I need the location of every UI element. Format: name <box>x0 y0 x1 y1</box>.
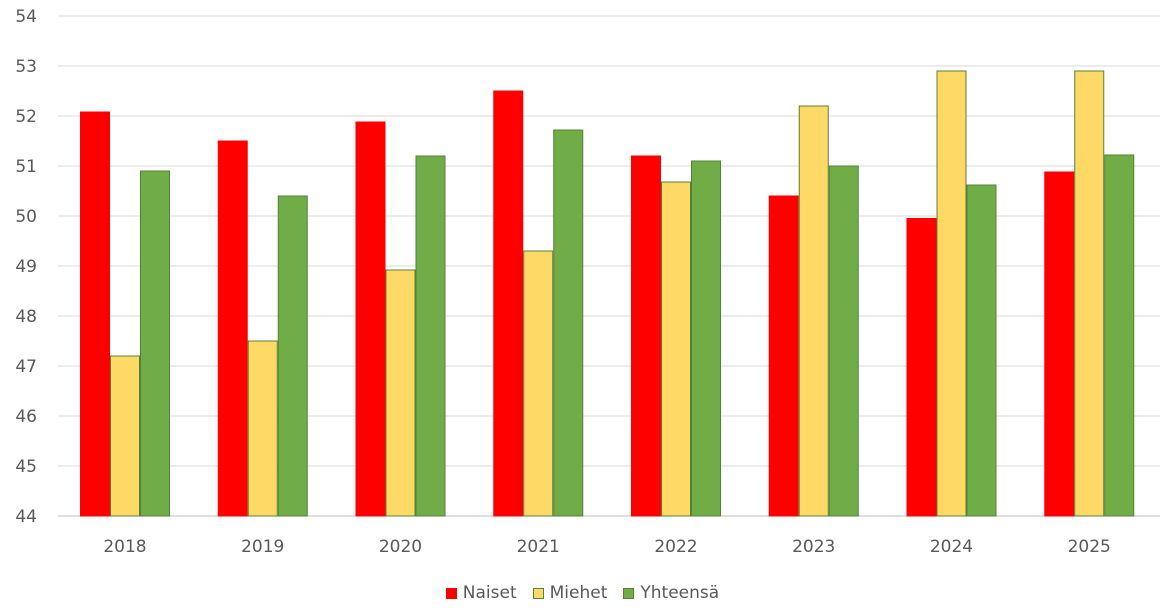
y-tick-label: 44 <box>15 507 37 527</box>
x-tick-label: 2018 <box>103 537 146 557</box>
y-tick-label: 49 <box>15 257 37 277</box>
bar-yhteensä-2024 <box>966 184 997 517</box>
bar-miehet-2020 <box>385 269 416 517</box>
bar-yhteensä-2023 <box>828 165 859 517</box>
legend-item-yhteensä: Yhteensä <box>623 583 719 603</box>
bar-miehet-2023 <box>798 105 829 517</box>
legend-swatch <box>623 587 635 599</box>
bar-miehet-2019 <box>247 340 278 517</box>
bar-chart-canvas: 44 45 46 47 48 49 50 51 52 53 54 2018 2019 2020 2021 20… <box>15 7 1160 557</box>
y-tick-label: 50 <box>15 207 37 227</box>
x-tick-label: 2021 <box>517 537 560 557</box>
y-tick-label: 53 <box>15 57 37 77</box>
chart-legend: Naiset Miehet Yhteensä <box>0 583 1165 603</box>
bar-naiset-2025 <box>1044 171 1075 517</box>
legend-swatch <box>532 587 544 599</box>
y-tick-label: 47 <box>15 357 37 377</box>
legend-swatch <box>445 587 457 599</box>
x-tick-label: 2022 <box>654 537 697 557</box>
bar-yhteensä-2022 <box>691 160 721 517</box>
x-tick-label: 2025 <box>1068 537 1111 557</box>
legend-label: Naiset <box>462 583 517 603</box>
bar-naiset-2018 <box>80 111 110 517</box>
y-tick-label: 51 <box>15 157 37 177</box>
bar-miehet-2018 <box>110 355 140 517</box>
bar-yhteensä-2018 <box>140 170 170 517</box>
legend-label: Miehet <box>549 583 608 603</box>
x-tick-label: 2024 <box>930 537 973 557</box>
bar-miehet-2022 <box>661 181 691 517</box>
bar-naiset-2019 <box>217 140 248 517</box>
bar-naiset-2023 <box>768 195 799 517</box>
legend-label: Yhteensä <box>640 583 720 603</box>
bar-naiset-2024 <box>906 218 937 517</box>
bar-yhteensä-2019 <box>277 195 308 517</box>
bar-yhteensä-2021 <box>553 129 584 517</box>
legend-item-miehet: Miehet <box>532 583 608 603</box>
bar-naiset-2021 <box>493 90 524 517</box>
x-tick-label: 2023 <box>792 537 835 557</box>
x-tick-label: 2019 <box>241 537 284 557</box>
bar-naiset-2022 <box>631 155 661 517</box>
y-tick-label: 48 <box>15 307 37 327</box>
legend-item-naiset: Naiset <box>445 583 517 603</box>
bar-yhteensä-2020 <box>415 155 446 517</box>
y-tick-label: 54 <box>15 7 37 27</box>
bar-miehet-2024 <box>936 70 967 517</box>
x-tick-label: 2020 <box>379 537 422 557</box>
bar-naiset-2020 <box>355 121 386 517</box>
y-tick-label: 45 <box>15 457 37 477</box>
bar-yhteensä-2025 <box>1104 154 1135 517</box>
y-tick-label: 46 <box>15 407 37 427</box>
y-tick-label: 52 <box>15 107 37 127</box>
bar-miehet-2021 <box>523 250 554 517</box>
bar-miehet-2025 <box>1074 70 1105 517</box>
